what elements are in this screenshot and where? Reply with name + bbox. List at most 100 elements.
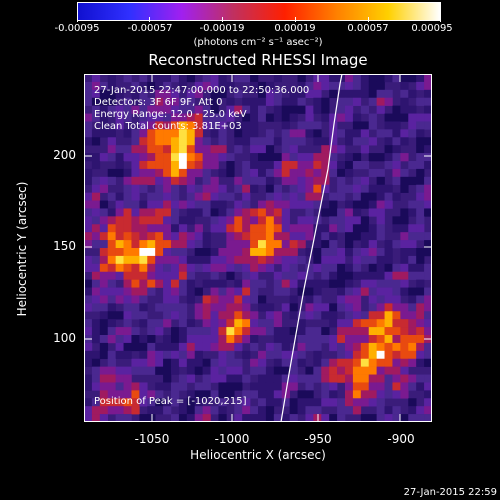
image-pixel (210, 366, 219, 375)
image-pixel (131, 176, 140, 186)
image-pixel (408, 208, 417, 217)
image-pixel (91, 97, 101, 106)
image-pixel (131, 200, 140, 209)
image-pixel (265, 263, 275, 273)
x-axis-label: Heliocentric X (arcsec) (190, 448, 326, 462)
image-pixel (202, 414, 211, 422)
image-pixel (384, 153, 393, 162)
image-pixel (289, 192, 298, 201)
image-pixel (147, 406, 156, 415)
image-pixel (384, 240, 393, 249)
image-pixel (99, 319, 109, 328)
image-pixel (337, 161, 346, 170)
image-pixel (123, 414, 132, 422)
image-pixel (329, 153, 338, 162)
plot-border (84, 74, 432, 422)
image-pixel (337, 224, 346, 233)
image-pixel (139, 319, 148, 328)
image-pixel (289, 200, 298, 209)
image-pixel (273, 382, 283, 391)
image-pixel (416, 350, 425, 360)
image-pixel (242, 287, 251, 296)
image-pixel (155, 390, 164, 399)
image-pixel (313, 398, 322, 407)
image-pixel (392, 121, 401, 130)
image-pixel (360, 366, 370, 375)
image-pixel (313, 414, 322, 422)
image-pixel (107, 248, 116, 257)
image-pixel (313, 366, 322, 375)
image-pixel (329, 224, 338, 233)
image-pixel (91, 153, 101, 162)
image-pixel (210, 113, 219, 122)
image-pixel (163, 263, 172, 273)
image-pixel (305, 327, 314, 336)
image-pixel (84, 89, 93, 99)
image-pixel (281, 374, 290, 383)
image-pixel (194, 350, 203, 360)
image-pixel (297, 327, 306, 336)
image-pixel (218, 184, 227, 193)
image-pixel (202, 121, 211, 130)
image-pixel (360, 121, 370, 130)
image-pixel (139, 335, 148, 344)
image-pixel (392, 335, 401, 344)
image-pixel (424, 97, 432, 106)
image-pixel (352, 287, 362, 296)
image-pixel (376, 89, 385, 99)
image-pixel (384, 121, 393, 130)
image-pixel (305, 374, 314, 383)
image-pixel (171, 390, 180, 399)
image-pixel (131, 327, 140, 336)
image-pixel (258, 319, 267, 328)
image-pixel (234, 342, 243, 352)
image-pixel (139, 311, 148, 320)
image-pixel (107, 74, 116, 83)
image-pixel (416, 74, 425, 83)
image-pixel (186, 192, 196, 201)
image-pixel (321, 398, 330, 407)
image-pixel (84, 129, 93, 138)
image-pixel (131, 216, 140, 225)
image-pixel (139, 224, 148, 233)
image-pixel (297, 390, 306, 399)
image-pixel (297, 374, 306, 383)
image-pixel (321, 184, 330, 193)
image-pixel (258, 374, 267, 383)
image-pixel (352, 406, 362, 415)
image-pixel (218, 113, 227, 122)
image-pixel (218, 81, 227, 91)
image-pixel (147, 216, 156, 225)
image-pixel (218, 414, 227, 422)
image-pixel (107, 390, 116, 399)
image-pixel (400, 327, 409, 336)
image-pixel (155, 382, 164, 391)
image-pixel (123, 319, 132, 328)
image-pixel (400, 113, 409, 122)
image-pixel (178, 248, 188, 257)
image-pixel (305, 208, 314, 217)
image-pixel (131, 89, 140, 99)
image-pixel (329, 208, 338, 217)
image-pixel (107, 271, 116, 280)
image-pixel (186, 414, 196, 422)
image-pixel (416, 414, 425, 422)
image-pixel (107, 97, 116, 106)
image-pixel (202, 168, 211, 178)
image-pixel (84, 406, 93, 415)
image-pixel (242, 208, 251, 217)
image-pixel (329, 414, 338, 422)
image-pixel (273, 271, 283, 280)
image-pixel (91, 161, 101, 170)
image-pixel (313, 89, 322, 99)
image-pixel (258, 81, 267, 91)
image-pixel (163, 200, 172, 209)
image-pixel (321, 168, 330, 178)
image-pixel (131, 342, 140, 352)
image-pixel (368, 153, 377, 162)
image-pixel (384, 271, 393, 280)
image-pixel (226, 263, 235, 273)
image-pixel (226, 153, 235, 162)
image-pixel (258, 398, 267, 407)
image-pixel (123, 271, 132, 280)
